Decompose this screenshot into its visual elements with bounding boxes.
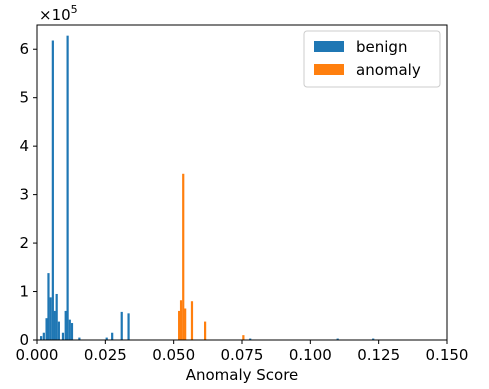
bar-benign-11	[66, 35, 69, 340]
bar-benign-5	[51, 40, 54, 340]
bar-benign-16	[111, 332, 114, 340]
bar-anomaly-4	[190, 301, 194, 340]
bar-benign-1	[42, 332, 45, 340]
bar-anomaly-2	[182, 173, 185, 340]
y-tick-label-3: 3	[19, 186, 29, 204]
bar-benign-18	[127, 313, 130, 340]
y-tick-label-4: 4	[19, 137, 29, 155]
y-axis-multiplier: ×105	[39, 3, 78, 24]
bar-benign-21	[372, 338, 375, 340]
bar-benign-6	[53, 310, 56, 340]
x-tick-label-2: 0.050	[152, 346, 195, 364]
x-tick-label-4: 0.100	[289, 346, 332, 364]
x-tick-label-6: 0.150	[426, 346, 469, 364]
x-tick-label-5: 0.125	[357, 346, 400, 364]
legend-swatch-benign	[314, 41, 344, 52]
bar-benign-7	[55, 293, 58, 340]
y-tick-label-6: 6	[19, 40, 29, 58]
y-axis-ticks: 0 1 2 3 4 5 6	[19, 40, 37, 349]
y-multiplier-base: ×10	[39, 6, 71, 24]
y-tick-label-2: 2	[19, 234, 29, 252]
y-multiplier-exponent: 5	[71, 3, 78, 16]
y-tick-label-1: 1	[19, 283, 29, 301]
bar-benign-14	[78, 337, 81, 340]
bar-benign-12	[68, 319, 71, 340]
bar-benign-2	[45, 318, 48, 340]
legend-label-anomaly: anomaly	[356, 61, 421, 79]
x-axis-ticks: 0.000 0.025 0.050 0.075 0.100 0.125 0.150	[16, 340, 469, 364]
bar-anomaly-6	[242, 335, 245, 340]
bar-benign-8	[57, 321, 60, 340]
bar-anomaly-0	[178, 310, 181, 340]
legend-label-benign: benign	[356, 38, 407, 56]
bar-benign-15	[105, 337, 108, 340]
bar-benign-10	[64, 310, 67, 340]
bar-anomaly-1	[179, 300, 183, 340]
bar-benign-9	[61, 332, 65, 340]
bar-benign-3	[47, 273, 50, 340]
bar-benign-19	[249, 338, 252, 340]
y-tick-label-5: 5	[19, 89, 29, 107]
bar-benign-20	[336, 338, 339, 340]
bar-benign-0	[40, 336, 43, 340]
legend: benign anomaly	[303, 30, 441, 88]
bar-anomaly-3	[184, 308, 187, 340]
y-tick-label-0: 0	[19, 331, 29, 349]
x-tick-label-0: 0.000	[16, 346, 59, 364]
x-tick-label-1: 0.025	[84, 346, 127, 364]
bar-anomaly-5	[204, 321, 207, 340]
bar-benign-13	[70, 323, 74, 340]
bars-layer	[40, 35, 375, 340]
bar-benign-4	[49, 297, 52, 340]
bar-benign-17	[120, 311, 123, 340]
x-axis-label: Anomaly Score	[186, 366, 299, 384]
legend-swatch-anomaly	[314, 64, 344, 75]
x-tick-label-3: 0.075	[221, 346, 264, 364]
